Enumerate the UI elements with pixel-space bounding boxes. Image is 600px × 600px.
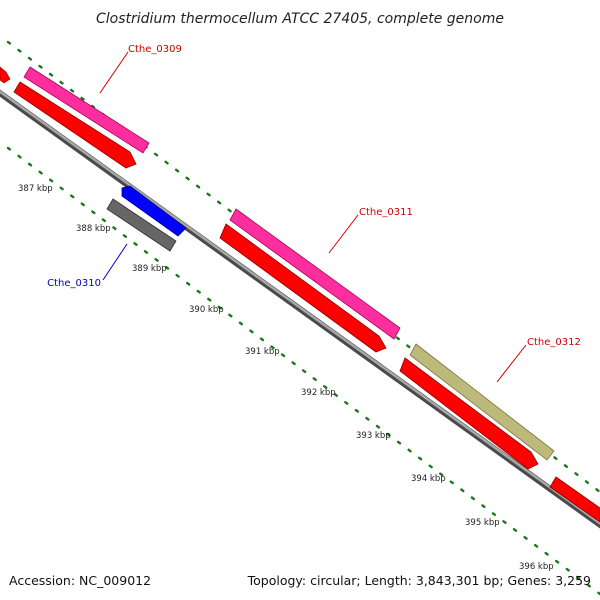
cds-arrow — [13, 81, 137, 169]
gene-label-cthe-0311[interactable]: Cthe_0311 — [359, 207, 413, 218]
tick-label: 388 kbp — [76, 224, 111, 234]
cds-arrow — [399, 357, 539, 470]
position-ticks: 387 kbp 388 kbp 389 kbp 390 kbp 391 kbp … — [18, 184, 554, 572]
tick-label: 389 kbp — [132, 264, 167, 274]
cds-arrow-partial-right — [549, 476, 600, 523]
tick-label: 391 kbp — [245, 347, 280, 357]
gene-label-cthe-0310[interactable]: Cthe_0310 — [47, 278, 101, 289]
gray-feature-bar — [106, 198, 177, 252]
tick-label: 396 kbp — [519, 562, 554, 572]
genome-backbone — [0, 89, 600, 529]
inner-dotted-track — [6, 146, 600, 596]
tick-label: 392 kbp — [301, 388, 336, 398]
genome-summary: Topology: circular; Length: 3,843,301 bp… — [247, 573, 591, 588]
feature-cthe-0312 — [399, 343, 555, 470]
feature-cthe-0309 — [13, 66, 150, 169]
olive-feature-bar — [409, 343, 555, 461]
feature-cthe-0310 — [106, 185, 187, 252]
tick-label: 394 kbp — [411, 474, 446, 484]
map-title: Clostridium thermocellum ATCC 27405, com… — [96, 11, 504, 27]
cds-arrow-partial-left — [0, 66, 11, 84]
blue-feature-arrow — [121, 185, 187, 237]
pink-feature-bar — [23, 66, 150, 154]
gene-label-cthe-0309[interactable]: Cthe_0309 — [128, 44, 182, 55]
feature-cthe-0311 — [219, 208, 401, 353]
pink-feature-bar — [229, 208, 401, 340]
gene-label-cthe-0312[interactable]: Cthe_0312 — [527, 337, 581, 348]
tick-label: 393 kbp — [356, 431, 391, 441]
accession-label: Accession: NC_009012 — [9, 573, 151, 588]
tick-label: 390 kbp — [189, 305, 224, 315]
gene-leader-lines — [99, 51, 527, 383]
tick-label: 395 kbp — [465, 518, 500, 528]
tick-label: 387 kbp — [18, 184, 53, 194]
cds-arrow — [219, 223, 387, 353]
